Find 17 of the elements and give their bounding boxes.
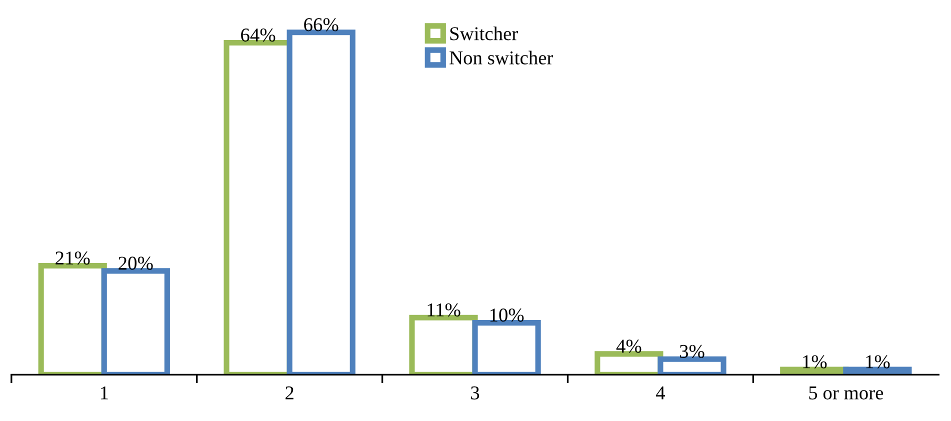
legend-label: Switcher [450, 26, 518, 40]
data-label: 11% [428, 303, 460, 317]
data-label: 1% [803, 355, 827, 368]
data-label: 1% [866, 355, 890, 368]
data-label: 21% [56, 251, 90, 265]
data-label: 64% [241, 28, 276, 42]
data-label: 66% [304, 18, 338, 32]
x-tick-label: 5 or more [809, 386, 884, 400]
data-label: 10% [490, 308, 524, 322]
x-tick-label: 2 [286, 386, 294, 400]
x-tick-label: 1 [100, 386, 108, 400]
data-label: 3% [680, 344, 704, 358]
data-label: 20% [118, 256, 153, 270]
legend-label: Non switcher [450, 50, 554, 64]
x-tick-label: 4 [656, 386, 666, 400]
data-label: 4% [616, 340, 642, 353]
x-tick-label: 3 [471, 386, 480, 400]
